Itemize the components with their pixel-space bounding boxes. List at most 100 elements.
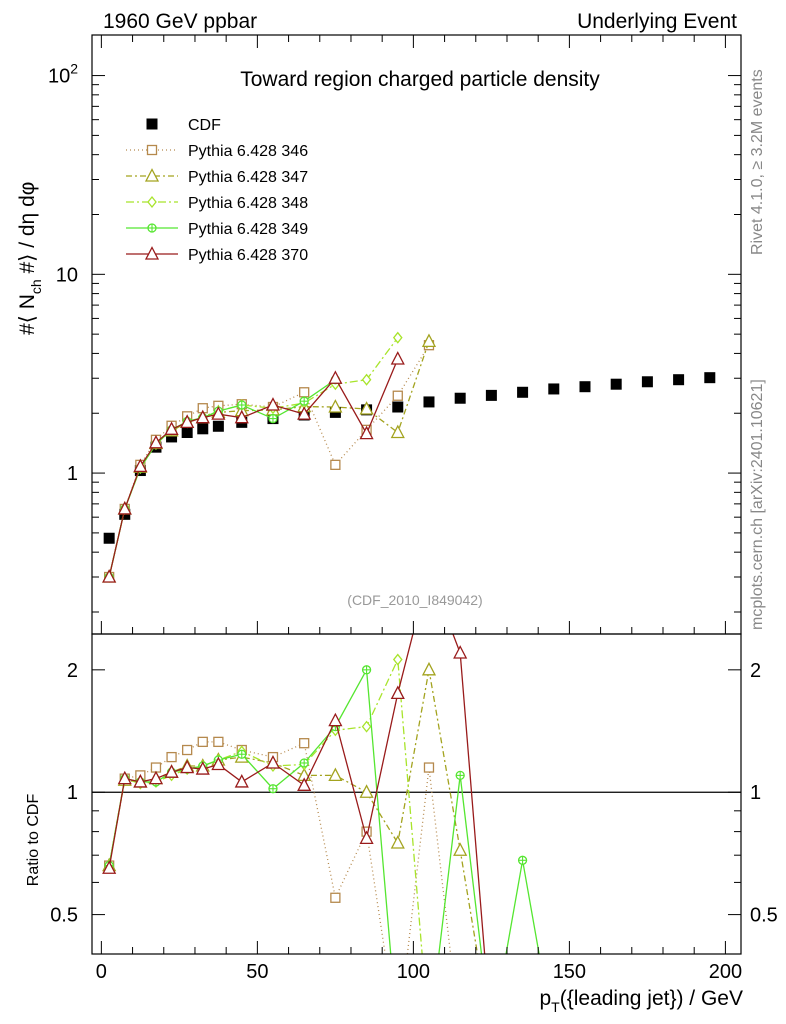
legend-label: Pythia 6.428 346 (188, 143, 308, 160)
main-y-axis-label: #⟨ Nch #⟩ / dη dφ (16, 182, 44, 335)
main-point-cdf (517, 386, 529, 398)
main-point-pythia-6-428-370 (211, 406, 226, 420)
main-point-pythia-6-428-370 (164, 421, 179, 435)
legend-item-cdf: CDF (146, 117, 221, 134)
ratio-point-pythia-6-428-346 (182, 744, 193, 756)
ratio-point-pythia-6-428-370 (102, 860, 117, 874)
ratio-line-pythia-6-428-347 (108, 669, 479, 954)
main-y-axis: 1 10 102 (48, 61, 741, 613)
legend-item-pythia-6-428-346: Pythia 6.428 346 (126, 143, 308, 160)
main-point-cdf (610, 378, 622, 390)
ratio-point-pythia-6-428-370 (117, 770, 132, 785)
main-point-cdf (454, 392, 466, 404)
ratio-point-pythia-6-428-370 (195, 761, 210, 775)
main-y-tick-label: 10 (56, 264, 78, 286)
ratio-point-pythia-6-428-347 (328, 767, 343, 782)
main-point-cdf (197, 423, 209, 435)
main-series-pythia-6-428-347 (102, 333, 437, 583)
main-line-pythia-6-428-370 (108, 358, 399, 578)
main-point-pythia-6-428-370 (102, 569, 117, 583)
main-series-pythia-6-428-346 (104, 340, 435, 583)
ratio-point-pythia-6-428-346 (197, 736, 208, 748)
chart-title: Toward region charged particle density (240, 68, 600, 91)
x-tick-label: 100 (397, 961, 430, 983)
legend-label: CDF (188, 117, 221, 134)
main-point-pythia-6-428-370 (133, 458, 148, 473)
x-tick-label: 50 (246, 961, 268, 983)
legend-label: Pythia 6.428 370 (188, 247, 308, 264)
legend-item-pythia-6-428-348: Pythia 6.428 348 (126, 195, 308, 212)
main-point-pythia-6-428-370 (359, 425, 374, 440)
main-point-pythia-6-428-348 (361, 373, 372, 386)
ratio-y-tick-label: 0.5 (50, 905, 78, 927)
analysis-watermark: (CDF_2010_I849042) (347, 592, 482, 608)
ratio-series-layer (92, 565, 741, 954)
ratio-point-pythia-6-428-347 (421, 661, 437, 676)
header-energy: 1960 GeV ppbar (103, 10, 257, 33)
main-series-pythia-6-428-370 (102, 351, 405, 583)
main-point-pythia-6-428-347 (390, 424, 405, 439)
rivet-version-label: Rivet 4.1.0, ≥ 3.2M events (749, 69, 766, 255)
ratio-point-pythia-6-428-347 (359, 784, 374, 798)
legend-marker (144, 168, 160, 182)
ratio-line-pythia-6-428-346 (108, 741, 452, 954)
ratio-point-pythia-6-428-370 (164, 764, 179, 778)
ratio-point-pythia-6-428-346 (423, 762, 435, 773)
ratio-point-pythia-6-428-370 (234, 774, 249, 788)
main-point-pythia-6-428-370 (117, 501, 132, 515)
main-point-cdf (212, 420, 224, 432)
ratio-point-pythia-6-428-370 (297, 777, 312, 791)
ratio-point-pythia-6-428-370 (390, 685, 405, 700)
ratio-y-tick-label-right: 0.5 (750, 905, 778, 927)
legend-label: Pythia 6.428 349 (188, 221, 308, 238)
ratio-series-pythia-6-428-348 (104, 653, 423, 954)
ratio-y-tick-label-right: 1 (750, 782, 761, 804)
legend: CDF Pythia 6.428 346 Pythia 6.428 347 Pythi… (126, 117, 308, 264)
legend-item-pythia-6-428-349: Pythia 6.428 349 (126, 221, 308, 238)
legend-marker (144, 246, 160, 260)
main-line-pythia-6-428-347 (108, 341, 430, 578)
main-point-pythia-6-428-347 (421, 333, 437, 348)
ratio-point-pythia-6-428-370 (423, 565, 435, 577)
ratio-point-pythia-6-428-370 (133, 774, 148, 788)
main-series-pythia-6-428-348 (104, 331, 403, 584)
ratio-point-pythia-6-428-370 (265, 755, 281, 769)
main-point-cdf (423, 396, 435, 408)
x-tick-label: 200 (709, 961, 742, 983)
main-point-cdf (103, 532, 115, 544)
ratio-frame (91, 633, 742, 955)
ratio-series-pythia-6-428-349 (104, 665, 540, 954)
header-analysis: Underlying Event (577, 10, 737, 33)
legend-item-pythia-6-428-347: Pythia 6.428 347 (126, 168, 308, 186)
ratio-point-pythia-6-428-370 (148, 770, 164, 785)
main-series-layer (102, 331, 716, 584)
ratio-point-pythia-6-428-346 (213, 736, 224, 748)
main-line-pythia-6-428-346 (108, 344, 430, 578)
mcplots-source-label: mcplots.cern.ch [arXiv:2401.10621] (749, 379, 766, 630)
main-point-pythia-6-428-370 (180, 414, 195, 428)
x-axis: 0 50 100 150 200 (96, 35, 742, 983)
ratio-y-axis: 0.5 0.5 1 1 2 2 (50, 660, 778, 927)
main-point-cdf (548, 383, 560, 395)
legend-marker (147, 195, 157, 209)
ratio-y-tick-label: 2 (67, 660, 78, 682)
main-point-pythia-6-428-346 (299, 387, 310, 398)
ratio-point-pythia-6-428-370 (180, 759, 195, 774)
main-point-pythia-6-428-370 (297, 406, 312, 420)
ratio-point-pythia-6-428-346 (166, 751, 177, 763)
main-point-pythia-6-428-370 (148, 434, 164, 449)
main-point-cdf (641, 376, 653, 388)
ratio-y-tick-label-right: 2 (750, 660, 761, 682)
main-line-pythia-6-428-348 (108, 337, 399, 578)
main-point-cdf (704, 372, 716, 384)
main-point-cdf (392, 401, 404, 413)
main-point-cdf (673, 374, 685, 386)
ratio-point-pythia-6-428-346 (299, 738, 310, 749)
ratio-panel: 0.5 0.5 1 1 2 2 0 50 100 150 200 Ratio to CDF pT(… (25, 35, 778, 1015)
main-y-tick-label: 1 (67, 463, 78, 485)
main-point-pythia-6-428-347 (328, 399, 343, 413)
main-point-pythia-6-428-370 (390, 351, 405, 365)
main-y-tick-label: 102 (48, 61, 78, 88)
ratio-point-pythia-6-428-346 (330, 892, 341, 903)
